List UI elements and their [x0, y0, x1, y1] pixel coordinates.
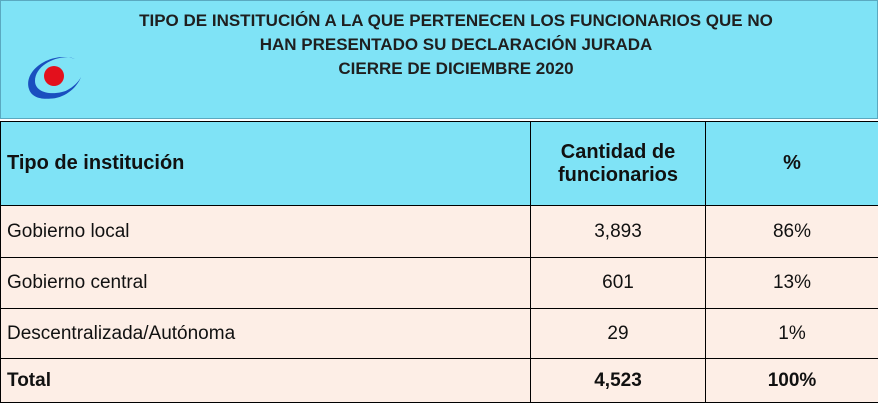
- table-cell: 601: [530, 257, 706, 309]
- table-cell: 1%: [705, 308, 878, 359]
- column-header: %: [705, 121, 878, 206]
- column-header: Cantidad de funcionarios: [530, 121, 706, 206]
- logo: [28, 57, 81, 99]
- table-cell: Gobierno central: [0, 257, 531, 309]
- title-line: CIERRE DE DICIEMBRE 2020: [338, 59, 574, 78]
- table-cell: Descentralizada/Autónoma: [0, 308, 531, 359]
- total-cell: Total: [0, 358, 531, 403]
- total-cell: 4,523: [530, 358, 706, 403]
- title-banner: TIPO DE INSTITUCIÓN A LA QUE PERTENECEN …: [0, 0, 878, 119]
- title-line: TIPO DE INSTITUCIÓN A LA QUE PERTENECEN …: [139, 11, 773, 30]
- total-cell: 100%: [705, 358, 878, 403]
- table-cell: 3,893: [530, 205, 706, 258]
- title-line: HAN PRESENTADO SU DECLARACIÓN JURADA: [259, 35, 653, 54]
- column-header: Tipo de institución: [0, 121, 531, 206]
- table-cell: 29: [530, 308, 706, 359]
- table-cell: 86%: [705, 205, 878, 258]
- table-cell: 13%: [705, 257, 878, 309]
- table-cell: Gobierno local: [0, 205, 531, 258]
- data-table: Tipo de institución Cantidad de funcionar…: [0, 121, 878, 403]
